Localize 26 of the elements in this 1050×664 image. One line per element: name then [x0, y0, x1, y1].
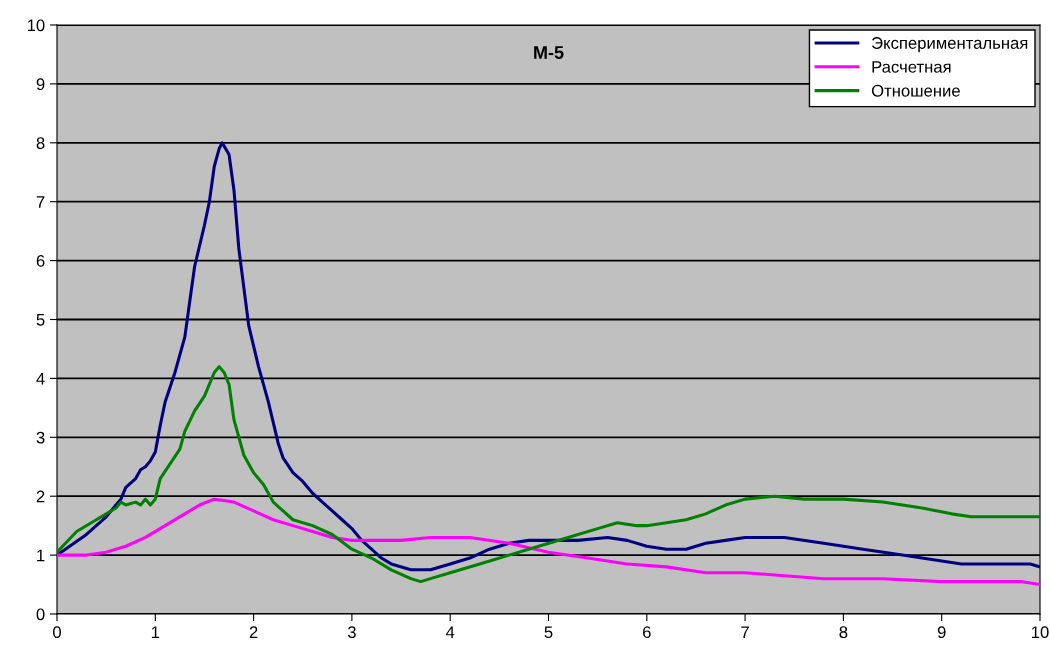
x-tick-label: 9 — [937, 626, 946, 639]
y-tick-label: 9 — [36, 78, 45, 91]
x-tick-label: 1 — [151, 626, 160, 638]
legend-label: Расчетная — [872, 61, 951, 73]
y-tick-label: 0 — [36, 608, 45, 621]
x-tick-label: 7 — [741, 626, 749, 638]
y-tick-label: 1 — [37, 549, 45, 562]
legend-label: Отношение — [871, 84, 960, 97]
x-tick-label: 8 — [839, 626, 848, 639]
x-tick-label: 10 — [1032, 626, 1049, 639]
legend-label: Экспериментальная — [871, 37, 1028, 53]
x-tick-label: 6 — [643, 626, 651, 639]
text: M-5 — [534, 46, 564, 59]
y-tick-label: 10 — [27, 19, 45, 32]
x-tick-label: 4 — [445, 626, 455, 638]
y-tick-label: 4 — [36, 372, 45, 385]
y-tick-label: 8 — [36, 137, 45, 149]
x-tick-label: 2 — [249, 626, 258, 638]
x-tick-label: 3 — [347, 626, 356, 639]
y-tick-label: 5 — [36, 314, 45, 326]
x-tick-label: 5 — [544, 626, 553, 639]
y-tick-label: 3 — [36, 431, 45, 444]
y-tick-label: 2 — [36, 490, 45, 503]
y-tick-label: 7 — [36, 196, 45, 208]
y-tick-label: 6 — [36, 255, 45, 267]
x-tick-label: 0 — [53, 626, 61, 639]
